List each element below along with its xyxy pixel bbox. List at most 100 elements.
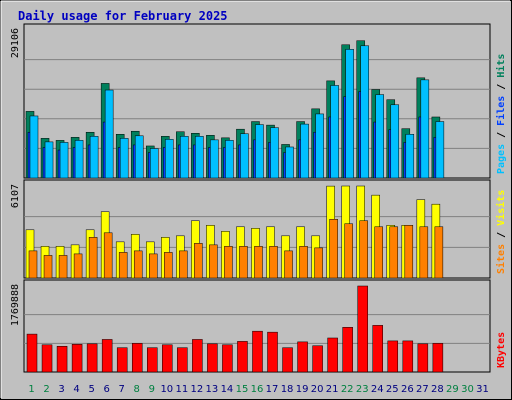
legend-separator: / [496, 126, 507, 144]
bar-sites-day-16 [254, 246, 263, 279]
bar-kbytes-day-14 [222, 344, 233, 373]
bar-pages-day-13 [210, 139, 219, 179]
bar-sites-day-22 [344, 223, 353, 279]
y-max-label-kbytes: 1769888 [10, 284, 21, 326]
day-label-14: 14 [221, 384, 234, 395]
bar-pages-day-21 [330, 85, 339, 179]
legend-visits-sites: Sites / Visits [495, 190, 507, 274]
bar-kbytes-day-22 [342, 327, 353, 373]
day-label-2: 2 [43, 384, 49, 395]
bar-sites-day-19 [299, 246, 308, 279]
day-label-13: 13 [206, 384, 219, 395]
legend-entry-visits: Visits [495, 190, 507, 226]
day-label-18: 18 [281, 384, 294, 395]
day-label-24: 24 [371, 384, 384, 395]
bar-kbytes-day-9 [147, 347, 158, 373]
bar-pages-day-18 [285, 146, 294, 179]
day-label-23: 23 [356, 384, 369, 395]
bar-sites-day-7 [118, 252, 128, 279]
bar-kbytes-day-3 [56, 345, 68, 373]
bar-pages-day-24 [375, 94, 384, 179]
bar-sites-day-14 [224, 246, 233, 279]
bar-kbytes-day-26 [402, 340, 414, 373]
legend-kbytes: KBytes [496, 332, 507, 368]
bar-sites-day-8 [133, 250, 143, 279]
bar-kbytes-day-15 [237, 341, 248, 373]
bar-kbytes-day-21 [327, 337, 338, 373]
day-label-4: 4 [73, 384, 79, 395]
bar-sites-day-1 [28, 250, 38, 279]
legend-entry-sites: Sites [495, 244, 507, 274]
day-label-5: 5 [88, 384, 94, 395]
day-label-21: 21 [326, 384, 339, 395]
day-label-25: 25 [386, 384, 399, 395]
bar-sites-day-17 [269, 246, 278, 279]
bar-pages-day-23 [360, 45, 369, 179]
day-label-19: 19 [296, 384, 309, 395]
bar-sites-day-3 [58, 255, 68, 279]
y-max-label-hits-files-pages: 29106 [10, 28, 21, 58]
y-max-label-visits-sites: 6107 [10, 184, 21, 208]
bar-kbytes-day-8 [131, 343, 143, 373]
day-label-9: 9 [149, 384, 155, 395]
day-label-28: 28 [431, 384, 444, 395]
day-label-1: 1 [28, 384, 34, 395]
bar-sites-day-18 [284, 250, 293, 279]
bar-pages-day-11 [180, 136, 189, 179]
day-label-8: 8 [134, 384, 140, 395]
bar-kbytes-day-18 [282, 347, 293, 373]
day-label-30: 30 [461, 384, 474, 395]
bar-kbytes-day-17 [267, 331, 278, 373]
bar-sites-day-2 [43, 255, 53, 279]
bar-sites-day-24 [374, 226, 383, 279]
bar-pages-day-22 [345, 49, 354, 179]
bar-kbytes-day-13 [207, 343, 218, 373]
day-label-15: 15 [236, 384, 249, 395]
legend-entry-hits: Hits [495, 54, 507, 78]
bar-pages-day-8 [134, 135, 144, 179]
bar-kbytes-day-25 [387, 340, 399, 373]
day-label-11: 11 [175, 384, 188, 395]
bar-sites-day-27 [419, 226, 429, 279]
day-label-16: 16 [251, 384, 264, 395]
bar-pages-day-2 [44, 141, 54, 179]
day-label-17: 17 [266, 384, 279, 395]
legend-separator: / [496, 226, 507, 244]
bar-sites-day-4 [73, 253, 83, 279]
bar-pages-day-3 [59, 142, 69, 179]
bar-kbytes-day-10 [162, 344, 173, 373]
bar-sites-day-15 [239, 246, 248, 279]
day-label-20: 20 [311, 384, 324, 395]
day-label-6: 6 [103, 384, 109, 395]
bar-pages-day-15 [240, 133, 249, 179]
bar-sites-day-21 [329, 218, 338, 279]
day-label-26: 26 [401, 384, 414, 395]
bar-kbytes-day-2 [41, 344, 53, 373]
bar-kbytes-day-28 [432, 343, 444, 373]
bar-sites-day-23 [359, 220, 368, 279]
bar-pages-day-6 [104, 89, 114, 179]
bar-kbytes-day-16 [252, 330, 263, 373]
bar-pages-day-16 [255, 124, 264, 179]
bar-sites-day-5 [88, 237, 98, 279]
day-label-29: 29 [446, 384, 459, 395]
bar-kbytes-day-11 [177, 347, 188, 373]
bar-pages-day-14 [225, 140, 234, 179]
day-label-12: 12 [191, 384, 204, 395]
bar-kbytes-day-5 [86, 343, 98, 373]
bar-kbytes-day-23 [357, 285, 368, 373]
day-label-7: 7 [119, 384, 125, 395]
legend-entry-pages: Pages [496, 144, 507, 174]
bar-pages-day-25 [390, 104, 400, 179]
bar-pages-day-27 [420, 79, 430, 179]
day-label-10: 10 [160, 384, 173, 395]
day-label-3: 3 [58, 384, 64, 395]
bar-sites-day-12 [194, 243, 203, 279]
bar-sites-day-13 [209, 244, 218, 279]
legend-separator: / [496, 78, 507, 96]
day-label-22: 22 [341, 384, 354, 395]
bar-kbytes-day-7 [116, 347, 128, 373]
bar-pages-day-19 [300, 123, 309, 179]
chart-title: Daily usage for February 2025 [18, 9, 228, 23]
